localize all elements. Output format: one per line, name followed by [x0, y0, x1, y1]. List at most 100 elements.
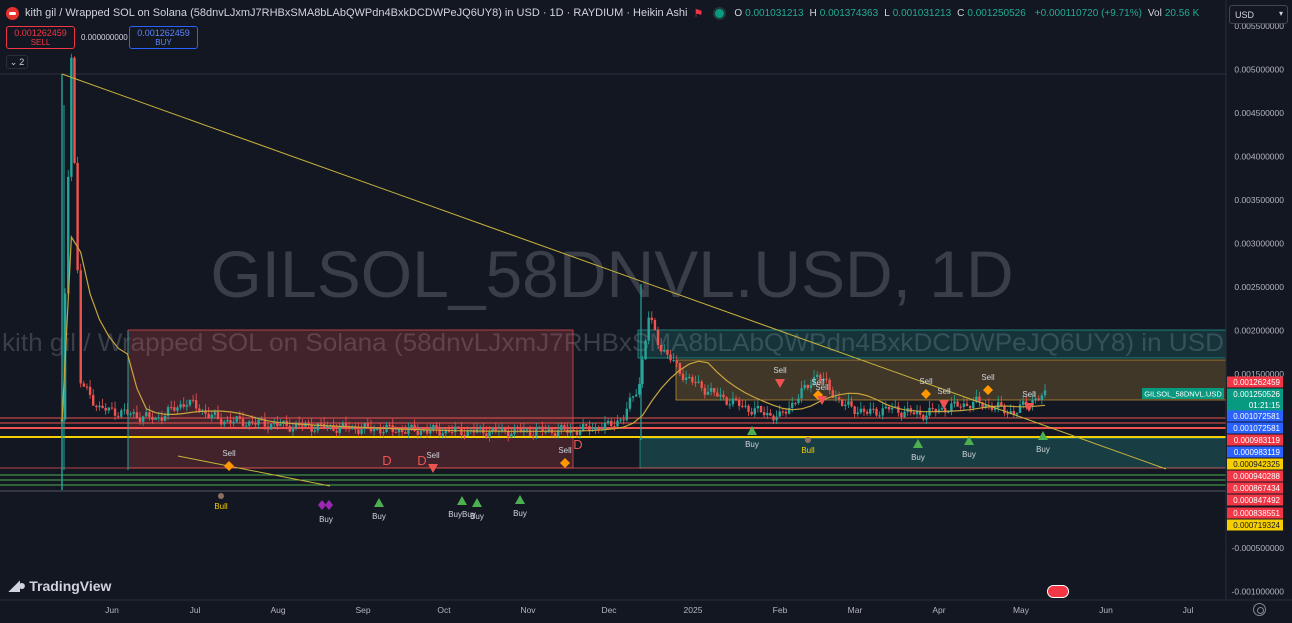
- us-flag-icon[interactable]: [1047, 585, 1069, 598]
- candle-body: [541, 426, 544, 432]
- candle-body: [650, 317, 653, 321]
- sell-signal-label: Sell: [815, 383, 829, 392]
- candle-body: [918, 411, 922, 415]
- candle-body: [207, 413, 210, 419]
- x-tick-label: Aug: [270, 605, 285, 615]
- candle-body: [700, 381, 703, 388]
- candle-body: [101, 405, 104, 408]
- buy-signal-icon: [964, 436, 974, 445]
- candle-body: [326, 426, 329, 428]
- x-tick-label: Nov: [520, 605, 536, 615]
- sell-signal-label: Sell: [981, 373, 995, 382]
- candle-body: [375, 428, 379, 430]
- indicators-collapse-button[interactable]: ⌄ 2: [6, 55, 28, 69]
- candle-body: [307, 422, 310, 425]
- candle-body: [775, 416, 778, 421]
- candle-body: [669, 354, 672, 361]
- ohlc-value: 20.56 K: [1164, 7, 1200, 19]
- candle-body: [1040, 395, 1044, 400]
- buy-button[interactable]: 0.001262459 BUY: [129, 26, 198, 49]
- candle-body: [160, 417, 164, 421]
- purple-signal-icon: [325, 500, 333, 510]
- candle-body: [631, 396, 635, 398]
- buy-signal-label: BuyBuy: [448, 510, 476, 519]
- price-label-box: [1227, 422, 1283, 434]
- candle-body: [335, 430, 338, 433]
- candle-body: [862, 408, 866, 412]
- currency-select[interactable]: USD ▾: [1229, 5, 1288, 24]
- candle-body: [616, 420, 619, 427]
- candle-body: [691, 377, 694, 383]
- price-label-text: 0.001250526: [1233, 390, 1280, 399]
- candle-body: [1034, 398, 1037, 401]
- candle-body: [235, 416, 238, 422]
- sell-signal-icon: [560, 458, 570, 468]
- price-label-box: [1227, 470, 1283, 482]
- price-label-box: [1227, 458, 1283, 470]
- candle-body: [656, 330, 660, 345]
- candle-body: [978, 396, 981, 403]
- candle-body: [881, 408, 884, 416]
- candle-body: [244, 425, 248, 427]
- candle-body: [148, 412, 151, 417]
- candle-body: [697, 381, 700, 383]
- candle-body: [413, 424, 416, 432]
- currency-value: USD: [1235, 10, 1255, 20]
- candle-body: [1043, 390, 1047, 396]
- candle-body: [859, 408, 863, 413]
- y-tick-label: 0.001500000: [1234, 369, 1284, 379]
- plot-area: [0, 0, 1226, 600]
- candle-body: [173, 407, 176, 411]
- price-label-box: [1227, 446, 1283, 458]
- candle-body: [594, 426, 597, 430]
- price-label-box: [1227, 519, 1283, 531]
- sell-signal-icon: [921, 389, 931, 399]
- candle-body: [410, 424, 413, 428]
- candle-body: [288, 426, 292, 432]
- candle-body: [1000, 402, 1003, 406]
- candle-body: [254, 423, 257, 425]
- candle-body: [379, 428, 382, 434]
- y-tick-label: 0.003500000: [1234, 195, 1284, 205]
- candle-body: [85, 386, 89, 388]
- candle-body: [903, 411, 906, 418]
- ohlc-value: 0.001374363: [819, 7, 879, 19]
- candle-body: [291, 427, 295, 432]
- flag-icon[interactable]: ⚑: [693, 7, 704, 20]
- candle-body: [578, 431, 582, 435]
- candle-body: [663, 349, 666, 352]
- gear-icon[interactable]: [1253, 603, 1266, 616]
- price-label-text: 0.000983119: [1234, 448, 1281, 457]
- chevron-down-icon: ⌄: [9, 56, 18, 67]
- candle-body: [141, 416, 145, 422]
- price-label-text: 0.000867434: [1233, 484, 1280, 493]
- candle-body: [865, 411, 869, 414]
- candle-body: [778, 411, 781, 417]
- ohlc-key: H: [809, 7, 817, 19]
- tradingview-logo[interactable]: ◢● TradingView: [9, 577, 111, 594]
- symbol-title[interactable]: kith gil / Wrapped SOL on Solana (58dnvL…: [25, 7, 688, 19]
- sell-signal-icon: [983, 385, 993, 395]
- candle-body: [528, 429, 532, 436]
- candle-body: [82, 383, 86, 387]
- ohlc-value: 0.001250526: [967, 7, 1026, 19]
- market-status-icon[interactable]: [715, 8, 725, 18]
- candle-body: [98, 405, 101, 408]
- candle-body: [741, 405, 744, 407]
- sell-button[interactable]: 0.001262459 SELL: [6, 26, 75, 49]
- candle-body: [316, 423, 320, 431]
- x-tick-label: Feb: [773, 605, 788, 615]
- candle-body: [188, 399, 192, 406]
- price-label-box: [1227, 410, 1283, 422]
- candle-body: [397, 429, 401, 433]
- candle-body: [266, 426, 270, 430]
- candle-body: [819, 374, 822, 381]
- y-tick-label: 0.002000000: [1234, 325, 1284, 335]
- candle-body: [610, 420, 613, 427]
- candle-body: [154, 417, 157, 420]
- candle-body: [157, 417, 160, 419]
- candle-body: [1006, 413, 1009, 415]
- y-tick-label: 0.005500000: [1234, 21, 1284, 31]
- candle-body: [822, 378, 825, 381]
